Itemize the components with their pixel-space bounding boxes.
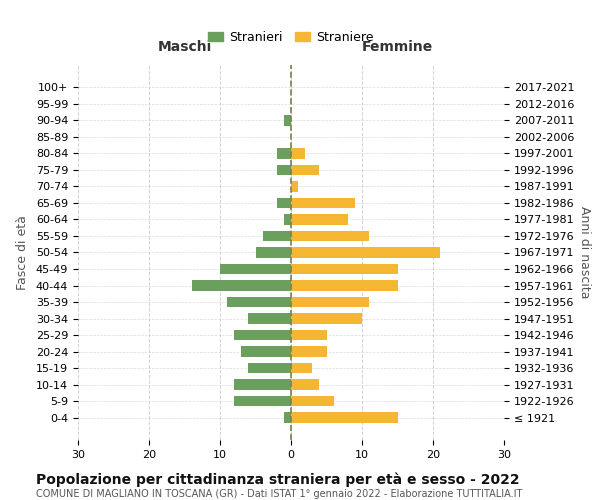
Bar (291, 181, 298, 192)
Legend: Stranieri, Straniere: Stranieri, Straniere (203, 26, 379, 49)
Bar (291, 280, 398, 291)
Bar (191, 280, 291, 291)
Bar (291, 362, 313, 374)
Bar (248, 362, 291, 374)
Bar (291, 247, 440, 258)
Bar (284, 412, 291, 423)
Y-axis label: Fasce di età: Fasce di età (16, 215, 29, 290)
Bar (291, 379, 319, 390)
Bar (256, 247, 291, 258)
Bar (291, 148, 305, 159)
Bar (291, 198, 355, 208)
Bar (291, 296, 369, 308)
Bar (227, 296, 291, 308)
Bar (234, 396, 291, 406)
Bar (291, 264, 398, 274)
Bar (291, 330, 326, 340)
Bar (291, 412, 398, 423)
Text: Maschi: Maschi (157, 40, 212, 54)
Bar (234, 330, 291, 340)
Bar (291, 214, 348, 225)
Bar (284, 115, 291, 126)
Bar (291, 396, 334, 406)
Text: Popolazione per cittadinanza straniera per età e sesso - 2022: Popolazione per cittadinanza straniera p… (36, 472, 520, 487)
Bar (220, 264, 291, 274)
Bar (277, 148, 291, 159)
Bar (263, 230, 291, 241)
Bar (234, 379, 291, 390)
Y-axis label: Anni di nascita: Anni di nascita (578, 206, 591, 298)
Bar (277, 164, 291, 175)
Bar (277, 198, 291, 208)
Bar (248, 313, 291, 324)
Bar (284, 214, 291, 225)
Bar (291, 164, 319, 175)
Bar (241, 346, 291, 357)
Bar (291, 230, 369, 241)
Text: COMUNE DI MAGLIANO IN TOSCANA (GR) - Dati ISTAT 1° gennaio 2022 - Elaborazione T: COMUNE DI MAGLIANO IN TOSCANA (GR) - Dat… (36, 489, 523, 499)
Bar (291, 346, 326, 357)
Bar (291, 313, 362, 324)
Text: Femmine: Femmine (362, 40, 433, 54)
